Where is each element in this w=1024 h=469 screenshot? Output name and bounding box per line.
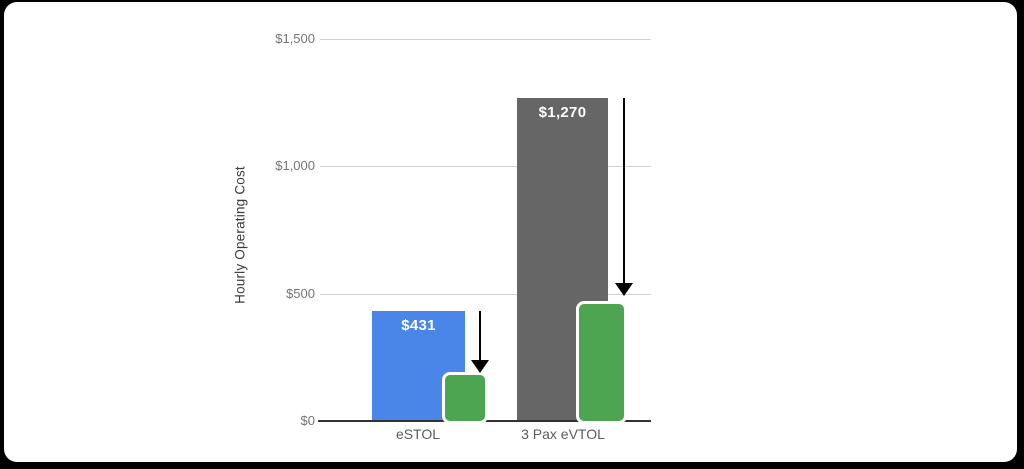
bar-evtol-reduced-cost	[576, 300, 627, 424]
y-tick-label-500: $500	[286, 286, 315, 301]
gridline-1500	[320, 39, 651, 40]
bar-value-label-estol: $431	[401, 317, 436, 335]
y-tick-label-0: $0	[300, 413, 315, 428]
cost-reduction-arrow-estol	[471, 311, 489, 374]
gridline-1000	[320, 166, 651, 167]
chart-card	[4, 2, 1017, 462]
y-tick-label-1500: $1,500	[275, 31, 315, 46]
y-tick-label-1000: $1,000	[275, 158, 315, 173]
cost-reduction-arrow-evtol	[615, 97, 633, 296]
arrow-line	[479, 311, 481, 362]
x-category-label-estol: eSTOL	[395, 426, 441, 442]
bar-value-label-evtol: $1,270	[538, 103, 587, 121]
down-arrow-head-icon	[615, 282, 633, 296]
down-arrow-head-icon	[471, 360, 489, 374]
x-category-label-evtol: 3 Pax eVTOL	[521, 426, 605, 442]
gridline-500	[320, 294, 651, 295]
bar-estol-reduced-cost	[442, 372, 488, 424]
arrow-line	[623, 97, 625, 284]
y-axis-title: Hourly Operating Cost	[232, 166, 248, 304]
